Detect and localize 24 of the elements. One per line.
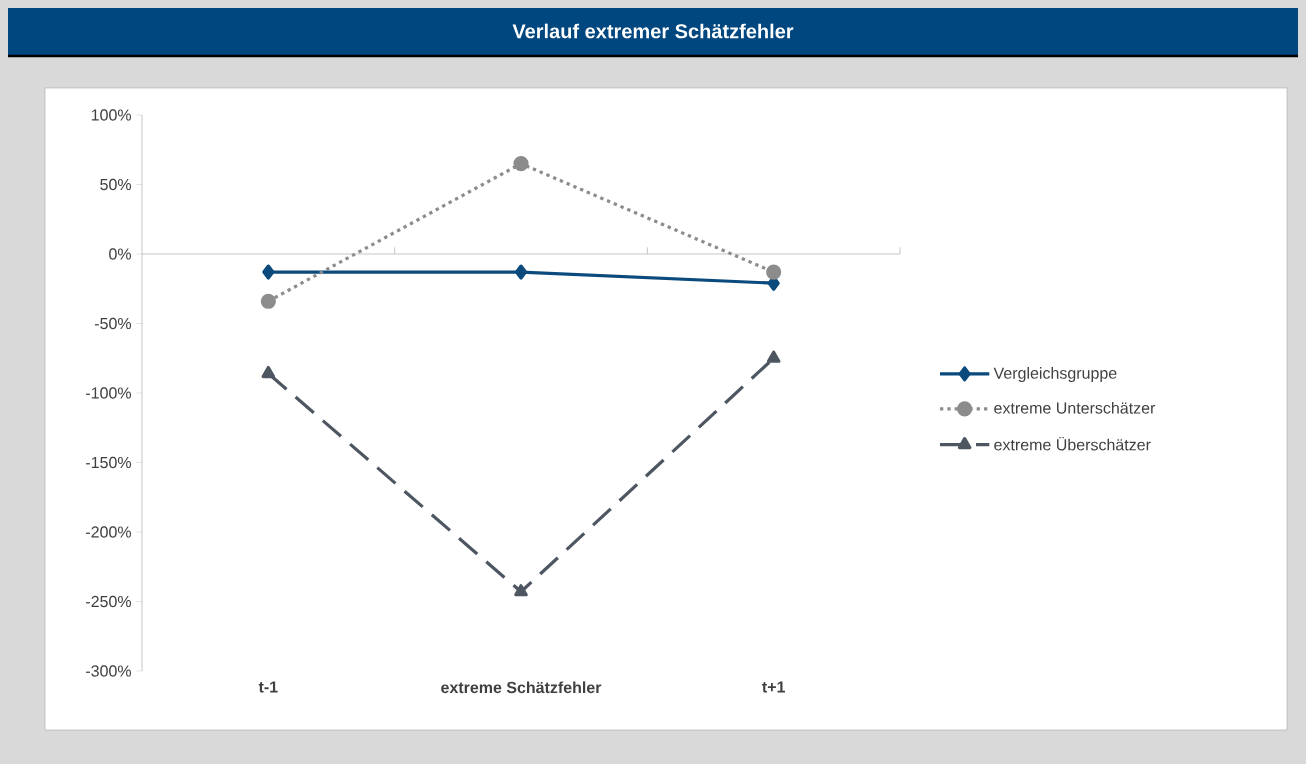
y-tick-label: -100% [86,387,132,399]
x-tick-label: extreme Schätzfehler [441,681,602,694]
point [514,264,528,280]
chart-title: Verlauf extremer Schätzfehler [512,23,794,39]
legend-label: extreme Unterschätzer [994,401,1156,414]
legend-label: Vergleichsgruppe [993,367,1117,382]
y-tick-label: -250% [86,595,132,608]
point [261,365,276,379]
x-tick-label: t+1 [762,681,786,693]
point [513,156,529,172]
point [260,293,276,309]
x-tick-label: t-1 [258,681,278,693]
y-tick-label: -200% [86,526,132,538]
y-tick-label: -50% [94,317,132,330]
point [766,264,782,280]
y-tick-label: 0% [109,248,132,260]
point [262,264,275,280]
point [514,584,528,597]
y-tick-label: -300% [86,665,132,677]
legend-label: extreme Überschätzer [994,436,1151,451]
y-tick-label: 100% [91,109,132,121]
y-tick-label: -150% [86,456,132,469]
point [766,350,781,363]
y-tick-label: 50% [100,178,132,191]
